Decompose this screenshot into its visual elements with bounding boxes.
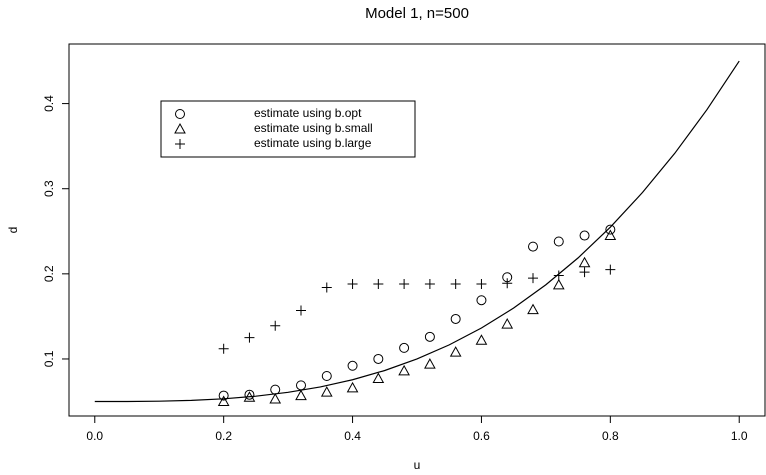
x-tick-label: 0.8	[602, 429, 619, 443]
chart-title: Model 1, n=500	[365, 5, 469, 22]
point	[501, 318, 514, 329]
point	[321, 282, 332, 293]
point	[399, 342, 410, 353]
point	[502, 278, 513, 289]
point	[399, 279, 410, 290]
point	[605, 264, 616, 275]
point	[296, 305, 306, 316]
legend-symbol	[175, 109, 185, 119]
x-tick-label: 0.4	[344, 429, 361, 443]
point	[269, 392, 282, 404]
point	[424, 331, 435, 342]
point	[321, 370, 332, 381]
point	[295, 389, 307, 401]
point	[553, 236, 564, 247]
point	[604, 229, 617, 241]
y-axis-label: d	[6, 227, 20, 234]
x-tick-label: 0.2	[215, 429, 232, 443]
point	[372, 372, 385, 384]
legend-symbol	[174, 122, 186, 134]
legend-label: estimate using b.small	[254, 121, 373, 135]
legend-box	[160, 100, 416, 158]
point	[578, 256, 591, 268]
point	[450, 279, 461, 290]
point	[552, 278, 565, 290]
legend-symbol	[175, 139, 185, 149]
point	[424, 358, 436, 369]
point	[528, 241, 538, 252]
point	[373, 279, 384, 290]
point	[296, 380, 306, 391]
point	[475, 334, 488, 345]
point	[424, 279, 435, 290]
point	[579, 230, 590, 241]
point	[476, 279, 487, 290]
point	[218, 390, 229, 401]
point	[346, 381, 359, 393]
point	[527, 303, 539, 315]
point	[528, 273, 538, 284]
point	[605, 224, 616, 235]
legend-label: estimate using b.opt	[254, 106, 362, 120]
plot-box	[68, 43, 766, 417]
point	[217, 395, 230, 407]
point	[347, 279, 358, 290]
point	[373, 353, 384, 364]
point	[270, 384, 281, 395]
point	[218, 343, 229, 354]
point	[347, 360, 358, 371]
point	[244, 389, 255, 400]
point	[449, 346, 462, 357]
point	[398, 364, 410, 376]
x-tick-label: 0.0	[86, 429, 103, 443]
y-tick-label: 0.2	[42, 265, 56, 282]
point	[270, 320, 281, 331]
x-axis-label: u	[414, 458, 421, 472]
point	[476, 295, 487, 306]
point	[579, 267, 590, 278]
point	[450, 313, 461, 324]
point	[320, 386, 333, 397]
curve	[94, 60, 740, 403]
legend-label: estimate using b.large	[254, 136, 372, 150]
y-tick-label: 0.3	[42, 180, 56, 197]
y-tick-label: 0.4	[42, 95, 56, 112]
point	[244, 332, 255, 343]
y-tick-label: 0.1	[42, 350, 56, 367]
x-tick-label: 0.6	[473, 429, 490, 443]
point	[553, 270, 564, 281]
x-tick-label: 1.0	[731, 429, 748, 443]
